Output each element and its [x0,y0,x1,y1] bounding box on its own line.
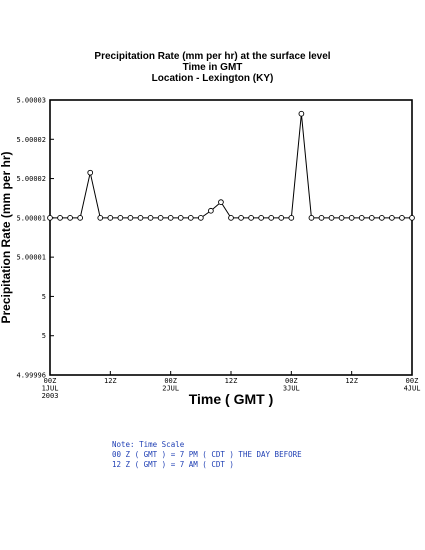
data-point [197,215,204,221]
y-tick-label: 5.00003 [16,97,46,105]
y-tick-label: 5 [42,293,46,301]
data-point [348,215,355,221]
data-point [389,215,395,221]
data-point [368,215,375,221]
data-point [187,215,194,221]
x-tick-label: 2003 [42,392,59,400]
data-point [107,215,114,221]
data-point [378,215,385,221]
chart-subtitle-location: Location - Lexington (KY) [151,73,274,84]
x-tick-label: 4JUL [404,385,421,393]
data-point [258,215,265,221]
x-tick-label: 00Z [406,377,419,385]
data-point [208,207,214,214]
chart-subtitle-time: Time in GMT [182,62,243,73]
x-tick-label: 12Z [104,377,117,385]
data-point [177,215,184,221]
data-point [248,215,254,221]
data-point [57,215,63,221]
data-point [399,215,405,221]
x-tick-label: 00Z [164,377,177,385]
data-point [137,215,144,221]
note-title: Note: Time Scale [112,440,185,449]
data-point [117,215,124,221]
x-tick-label: 3JUL [283,385,300,393]
x-tick-label: 2JUL [162,385,179,393]
note-line-12z: 12 Z ( GMT ) = 7 AM ( CDT ) [112,460,234,469]
x-tick-label: 00Z [285,377,298,385]
y-tick-label: 4.99996 [16,372,46,380]
note-line-00z: 00 Z ( GMT ) = 7 PM ( CDT ) THE DAY BEFO… [112,450,302,459]
data-point [409,215,415,221]
data-point [97,215,104,221]
data-point [228,215,234,221]
data-point [308,215,315,221]
data-point [218,199,224,205]
data-point [358,215,365,221]
data-point [278,215,285,221]
plot-frame [49,99,413,376]
data-point [157,215,164,221]
y-tick-label: 5.00001 [16,254,46,262]
x-tick-label: 12Z [345,377,358,385]
data-point [238,215,244,221]
data-point [47,215,53,221]
x-tick-label: 1JUL [42,385,59,393]
x-tick-label: 00Z [44,377,57,385]
data-point [318,215,325,221]
y-tick-label: 5.00001 [16,214,46,222]
data-point [167,215,174,221]
data-point [147,215,154,221]
data-point [298,110,305,117]
data-point [87,169,94,176]
x-tick-label: 12Z [225,377,238,385]
y-tick-label: 5.00002 [16,175,46,183]
y-axis-label: Precipitation Rate (mm per hr) [0,151,13,323]
data-point [127,215,134,221]
data-point [67,215,73,221]
data-point [268,215,275,221]
series-line [50,113,412,219]
chart-title: Precipitation Rate (mm per hr) at the su… [94,51,331,62]
data-point [77,215,84,221]
data-point [288,215,295,221]
x-axis-label: Time ( GMT ) [189,391,274,407]
data-point [328,215,335,221]
y-tick-label: 5 [42,332,46,340]
y-tick-label: 5.00002 [16,136,46,144]
data-point [338,215,345,221]
